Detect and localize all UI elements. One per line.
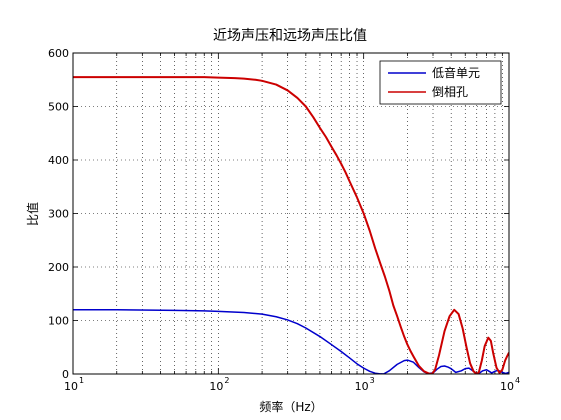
x-tick-label-base: 10 bbox=[64, 380, 78, 393]
x-tick-label-exponent: 2 bbox=[224, 376, 229, 385]
y-tick-label: 600 bbox=[48, 47, 69, 60]
x-tick-label-exponent: 3 bbox=[370, 376, 375, 385]
x-tick-label-exponent: 4 bbox=[515, 376, 520, 385]
x-tick-label: 10 4 bbox=[500, 376, 520, 393]
y-tick-label: 200 bbox=[48, 261, 69, 274]
series-line-port bbox=[73, 76, 509, 374]
legend-box bbox=[379, 60, 502, 105]
y-tick-label: 300 bbox=[48, 208, 69, 221]
y-tick-labels: 0 100 200 300 400 500 600 bbox=[48, 47, 69, 381]
x-tick-label-base: 10 bbox=[209, 380, 223, 393]
y-tick-label: 0 bbox=[62, 368, 69, 381]
x-axis-label: 频率（Hz） bbox=[259, 399, 322, 414]
x-tick-label-exponent: 1 bbox=[79, 376, 84, 385]
plot-frame bbox=[72, 52, 510, 375]
x-tick-label: 10 2 bbox=[209, 376, 229, 393]
legend-label-port: 倒相孔 bbox=[432, 85, 468, 99]
x-tick-label-base: 10 bbox=[500, 380, 514, 393]
series-lines bbox=[73, 76, 509, 374]
legend: 低音单元 倒相孔 bbox=[379, 60, 502, 105]
legend-label-low-unit: 低音单元 bbox=[432, 65, 480, 80]
x-tick-labels: 10 1 10 2 10 3 10 4 bbox=[64, 376, 520, 393]
y-tick-label: 500 bbox=[48, 101, 69, 114]
x-tick-label: 10 1 bbox=[64, 376, 84, 393]
series-line-low-unit bbox=[73, 309, 509, 374]
x-tick-label-base: 10 bbox=[355, 380, 369, 393]
chart-title: 近场声压和远场声压比值 bbox=[213, 28, 367, 44]
y-tick-label: 100 bbox=[48, 315, 69, 328]
y-axis-label: 比值 bbox=[25, 202, 40, 226]
y-tick-label: 400 bbox=[48, 154, 69, 167]
x-tick-label: 10 3 bbox=[355, 376, 375, 393]
